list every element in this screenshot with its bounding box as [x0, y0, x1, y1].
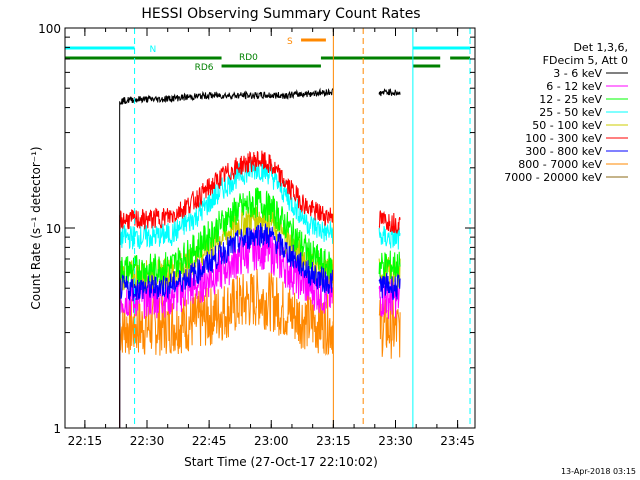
- legend-header-1: Det 1,3,6,: [573, 41, 628, 54]
- series-100-300kev: [119, 150, 401, 234]
- x-tick-label: 23:00: [254, 434, 289, 448]
- y-axis-label: Count Rate (s⁻¹ detector⁻¹): [29, 146, 43, 309]
- legend-label: 7000 - 20000 keV: [504, 171, 602, 184]
- legend-header-2: FDecim 5, Att 0: [543, 54, 628, 67]
- series-800-7000kev: [119, 268, 401, 359]
- annotation-n: N: [150, 45, 157, 55]
- annotation-rd0: RD0: [239, 53, 258, 63]
- x-axis-label: Start Time (27-Oct-17 22:10:02): [184, 455, 378, 469]
- series-300-800kev: [119, 222, 401, 302]
- x-tick-label: 23:45: [440, 434, 475, 448]
- x-tick-label: 22:30: [130, 434, 165, 448]
- mode-annotations: N RD0 RD6 S: [150, 37, 294, 73]
- y-tick-label: 10: [46, 222, 61, 236]
- axes: 22:15 22:30 22:45 23:00 23:15 23:30 23:45 1 10 10…: [38, 22, 475, 448]
- legend-label: 3 - 6 keV: [553, 67, 602, 80]
- x-tick-label: 22:45: [192, 434, 227, 448]
- annotation-rd6: RD6: [195, 63, 214, 73]
- series-layer: [119, 87, 401, 428]
- series-3-6kev: [119, 87, 401, 105]
- x-tick-label: 23:15: [316, 434, 351, 448]
- x-tick-label: 23:30: [378, 434, 413, 448]
- series-12-25kev: [119, 187, 401, 285]
- legend-label: 800 - 7000 keV: [518, 158, 602, 171]
- y-tick-label: 100: [38, 22, 61, 36]
- series-25-50kev: [119, 159, 401, 250]
- y-tick-label: 1: [53, 422, 61, 436]
- legend-label: 6 - 12 keV: [546, 80, 602, 93]
- chart-title: HESSI Observing Summary Count Rates: [141, 6, 420, 22]
- mode-bars: [65, 38, 471, 68]
- legend-label: 100 - 300 keV: [525, 132, 602, 145]
- footer-timestamp: 13-Apr-2018 03:15: [561, 467, 636, 476]
- legend-label: 50 - 100 keV: [532, 119, 602, 132]
- legend-label: 25 - 50 keV: [539, 106, 602, 119]
- legend-label: 300 - 800 keV: [525, 145, 602, 158]
- legend-label: 12 - 25 keV: [539, 93, 602, 106]
- x-tick-label: 22:15: [68, 434, 103, 448]
- annotation-s: S: [287, 37, 293, 47]
